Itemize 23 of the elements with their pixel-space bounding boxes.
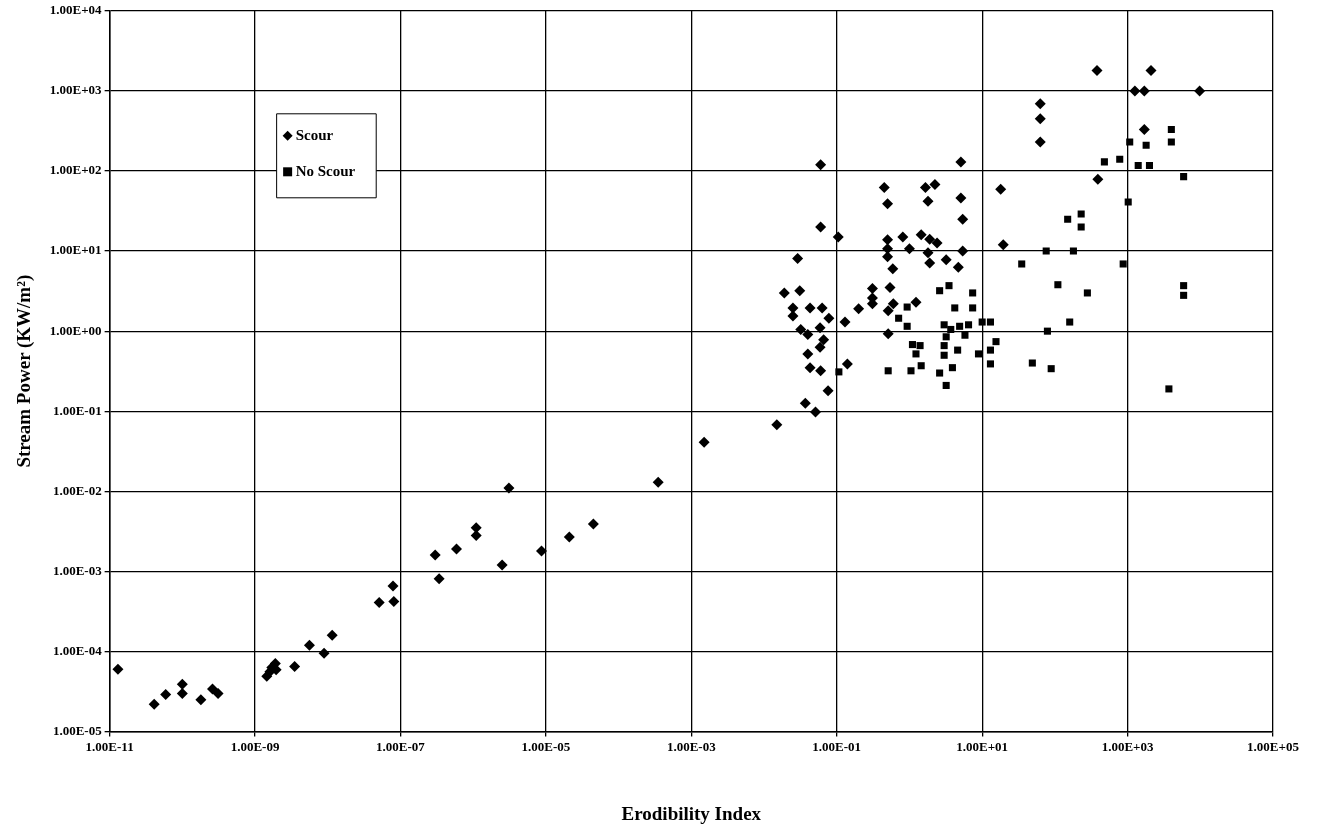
x-tick-label: 1.00E+01	[956, 738, 1009, 754]
x-tick-label: 1.00E+03	[1101, 738, 1154, 754]
legend-label: Scour	[295, 126, 334, 143]
y-tick-label: 1.00E+01	[49, 242, 102, 258]
x-tick-label: 1.00E-11	[85, 738, 134, 754]
y-tick-label: 1.00E-02	[52, 482, 102, 498]
y-tick-label: 1.00E-05	[52, 722, 103, 738]
y-tick-label: 1.00E-03	[52, 562, 103, 578]
x-tick-label: 1.00E-03	[666, 738, 717, 754]
x-tick-label: 1.00E-07	[376, 738, 426, 754]
y-tick-label: 1.00E-01	[52, 402, 102, 418]
y-axis-title: Stream Power (KW/m²)	[13, 274, 36, 468]
x-tick-label: 1.00E-01	[812, 738, 862, 754]
x-tick-label: 1.00E-09	[230, 738, 280, 754]
x-axis-title: Erodibility Index	[621, 802, 762, 824]
y-tick-label: 1.00E+04	[49, 2, 103, 18]
y-tick-label: 1.00E+00	[49, 322, 102, 338]
x-tick-label: 1.00E+05	[1247, 738, 1300, 754]
x-tick-label: 1.00E-05	[521, 738, 571, 754]
y-tick-label: 1.00E+03	[49, 82, 103, 98]
y-tick-label: 1.00E-04	[52, 642, 103, 658]
y-tick-label: 1.00E+02	[49, 162, 102, 178]
legend-label: No Scour	[295, 162, 356, 179]
